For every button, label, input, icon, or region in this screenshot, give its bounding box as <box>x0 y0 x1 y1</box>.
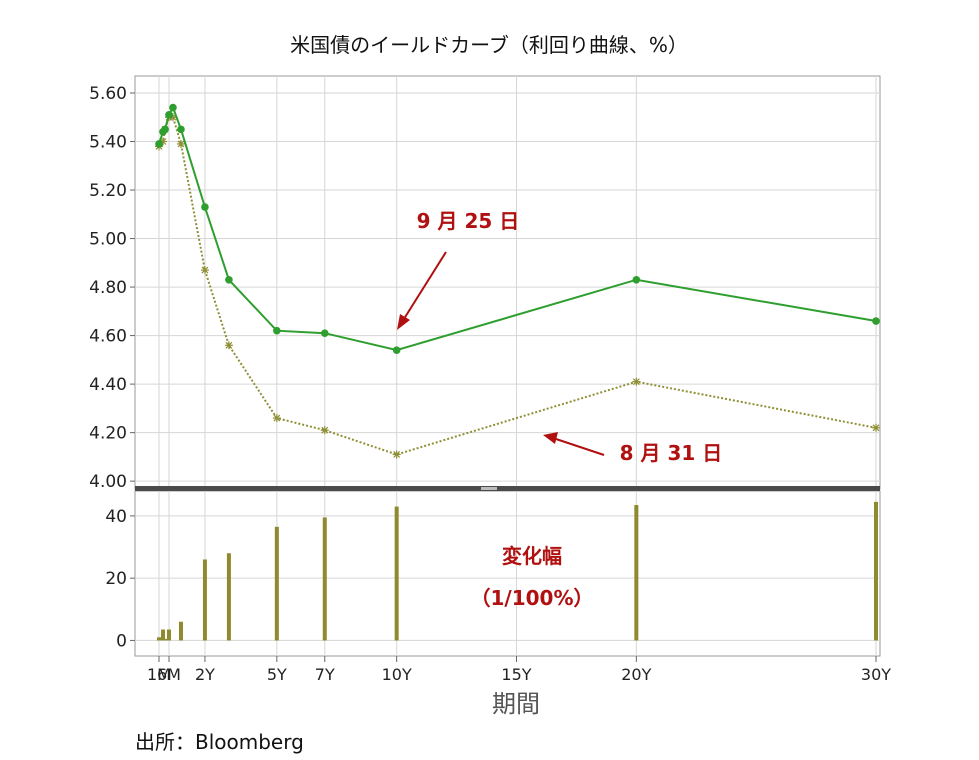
upper-y-tick-label-3: 4.60 <box>89 327 127 347</box>
arrow-aug31 <box>552 437 605 456</box>
arrow-aug31-head <box>543 432 558 444</box>
aug31-marker-7 <box>224 341 233 350</box>
sep25-point-5 <box>177 125 185 134</box>
aug31-marker-10 <box>392 450 401 459</box>
bar-10 <box>634 505 639 641</box>
aug31-marker-5 <box>176 139 185 148</box>
lower-y-tick-label-2: 40 <box>105 507 127 527</box>
change-bars <box>157 501 878 641</box>
x-tick-label-3: 5Y <box>267 665 287 684</box>
annotation-change: 変化幅 <box>502 544 562 568</box>
upper-plot-area <box>134 75 881 490</box>
x-tick-label-2: 2Y <box>195 665 215 684</box>
bar-6 <box>226 553 231 641</box>
bar-1 <box>160 629 165 641</box>
x-tick-label-5: 10Y <box>382 665 412 684</box>
upper-y-axis: 4.00 4.20 4.40 4.60 4.80 5.00 5.20 5.40 5.60 <box>89 84 135 492</box>
annotation-unit: （1/100%） <box>470 586 593 610</box>
upper-y-tick-label-7: 5.40 <box>89 133 127 153</box>
upper-y-tick-label-1: 4.20 <box>89 424 127 444</box>
aug31-marker-8 <box>272 414 281 423</box>
bar-2 <box>162 638 167 641</box>
x-tick-label-4: 7Y <box>315 665 335 684</box>
annotation-aug31: 8 月 31 日 <box>620 441 723 465</box>
arrow-sep25 <box>401 251 447 323</box>
chart-title: 米国債のイールドカーブ（利回り曲線、%） <box>290 33 688 57</box>
bar-3 <box>166 629 171 641</box>
sep25-point-3 <box>165 111 173 119</box>
sep25-point-6 <box>201 203 209 211</box>
sep25-point-4 <box>169 103 177 112</box>
sep25-point-8 <box>273 326 281 335</box>
sep25-point-11 <box>632 275 641 284</box>
sep25-point-10 <box>392 346 401 354</box>
lower-y-axis: 0 20 40 <box>105 507 135 651</box>
bar-11 <box>874 501 878 641</box>
source-note: 出所：Bloomberg <box>135 730 304 754</box>
bar-9 <box>394 506 399 641</box>
x-tick-label-8: 30Y <box>861 665 891 684</box>
lower-plot-area <box>134 490 881 657</box>
panel-divider-handle[interactable] <box>481 487 497 490</box>
x-tick-label-1: 6M <box>157 665 181 684</box>
x-tick-label-6: 15Y <box>501 665 531 684</box>
upper-y-tick-label-5: 5.00 <box>89 230 127 250</box>
upper-y-tick-label-4: 4.80 <box>89 278 127 298</box>
x-axis-label: 期間 <box>492 690 540 718</box>
panel-divider <box>135 486 880 491</box>
arrow-sep25-head <box>397 314 410 330</box>
lower-y-tick-label-1: 20 <box>105 569 127 589</box>
upper-y-tick-label-2: 4.40 <box>89 375 127 395</box>
aug31-marker-12 <box>872 423 880 432</box>
lower-y-tick-label-0: 0 <box>116 631 127 651</box>
upper-y-tick-label-0: 4.00 <box>89 472 127 492</box>
aug31-marker-9 <box>320 426 329 435</box>
aug31-marker-6 <box>200 266 209 275</box>
bar-0 <box>157 637 161 641</box>
x-tick-label-7: 20Y <box>621 665 651 684</box>
sep25-point-9 <box>320 329 329 337</box>
bar-7 <box>274 526 279 641</box>
sep25-point-2 <box>161 125 169 134</box>
bar-8 <box>322 517 327 641</box>
x-tick-label-0: 1M <box>147 665 171 684</box>
aug31-marker-11 <box>632 377 641 386</box>
bar-4 <box>178 621 183 641</box>
upper-y-tick-label-8: 5.60 <box>89 84 127 104</box>
sep25-point-0 <box>155 140 163 148</box>
sep25-point-12 <box>872 317 880 325</box>
annotation-sep25: 9 月 25 日 <box>417 209 520 233</box>
sep25-point-7 <box>225 275 233 284</box>
upper-y-tick-label-6: 5.20 <box>89 181 127 201</box>
series-sep25 <box>155 103 880 354</box>
bar-5 <box>202 559 207 641</box>
